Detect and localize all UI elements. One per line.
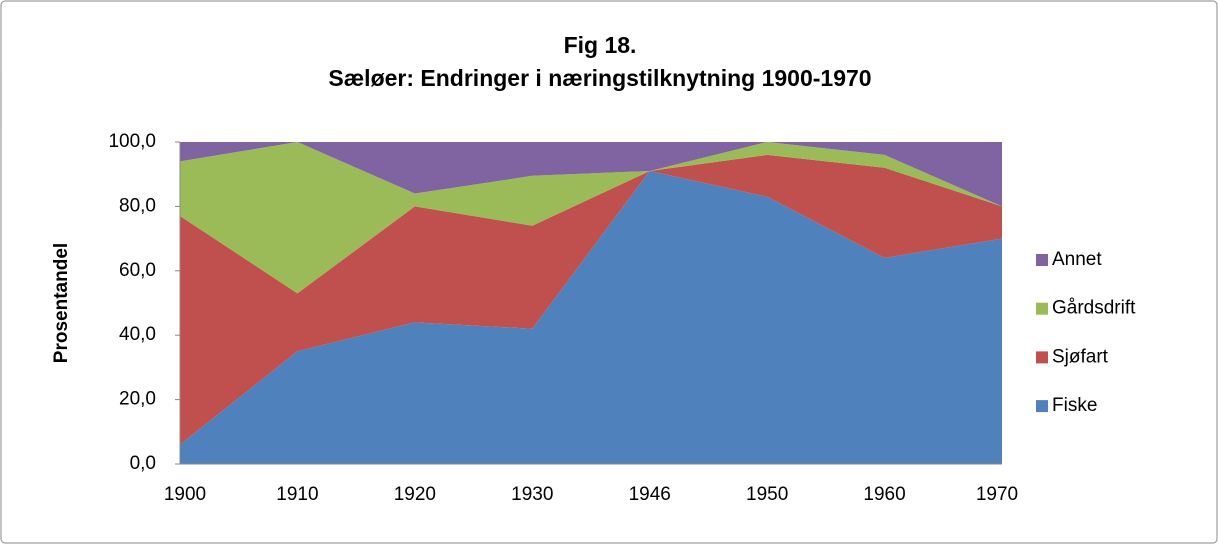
legend-swatch [1036, 254, 1048, 266]
legend-swatch [1036, 351, 1048, 364]
area [180, 142, 1002, 294]
y-tick-label: 20,0 [119, 389, 156, 410]
x-tick-label: 1930 [511, 484, 553, 505]
legend-swatch [1036, 302, 1048, 315]
area [180, 154, 1002, 445]
y-tick-label: 80,0 [119, 195, 156, 216]
y-tick-label: 100,0 [108, 131, 156, 152]
x-tick-label: 1920 [394, 484, 436, 505]
x-tick-label: 1970 [976, 484, 1018, 505]
y-tick-label: 60,0 [119, 260, 156, 281]
x-tick-label: 1900 [164, 484, 206, 505]
legend-label: Sjøfart [1052, 346, 1109, 367]
legend-label: Annet [1052, 249, 1102, 270]
chart-title: Fig 18. [564, 32, 637, 58]
legend-label: Gårdsdrift [1052, 298, 1136, 319]
area [180, 142, 1002, 207]
y-tick-label: 0,0 [130, 453, 156, 474]
chart-subtitle: Sæløer: Endringer i næringstilknytning 1… [328, 65, 871, 91]
y-axis-label: Prosentandel [51, 243, 72, 363]
legend-swatch [1036, 400, 1048, 413]
x-tick-label: 1910 [276, 484, 318, 505]
y-tick-label: 40,0 [119, 324, 156, 345]
legend-label: Fiske [1052, 395, 1097, 416]
x-tick-label: 1950 [746, 484, 788, 505]
x-tick-label: 1960 [863, 484, 905, 505]
area [180, 170, 1002, 465]
x-tick-label: 1946 [629, 484, 671, 505]
